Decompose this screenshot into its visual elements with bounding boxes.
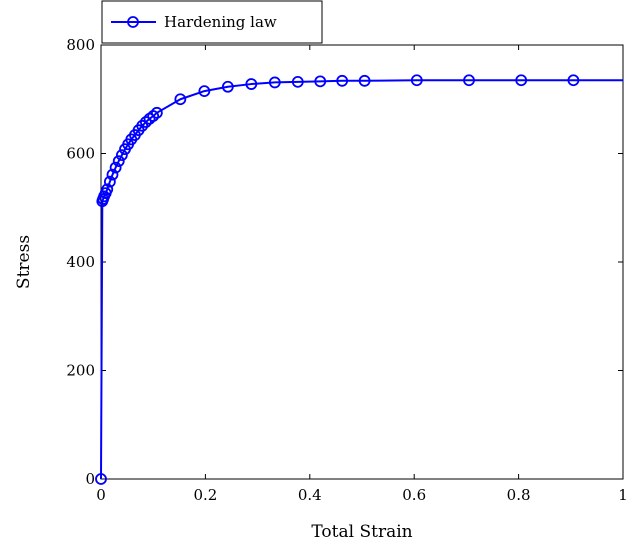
x-tick-label: 0 [96,486,106,504]
data-point [515,74,528,87]
y-axis-title: Stress [14,235,34,289]
data-point [112,155,125,167]
data-point [106,168,119,181]
x-tick-label: 0.8 [507,486,531,504]
legend: Hardening law [101,0,323,44]
data-point [103,175,116,188]
y-axis: 0 200 400 600 800 [66,36,623,488]
data-point [139,116,152,128]
y-tick-label: 200 [66,362,95,380]
plot-area [100,44,624,480]
x-tick-label: 1 [618,486,628,504]
data-point [314,75,327,88]
x-axis: 0 0.2 0.4 0.6 0.8 1 [96,45,628,504]
legend-label: Hardening law [164,13,277,31]
data-point [150,106,163,119]
y-tick-label: 400 [66,253,95,271]
data-point [101,183,114,196]
data-point [463,74,475,87]
data-point [109,161,122,174]
data-point [221,80,234,93]
data-point [410,74,423,87]
data-point [198,85,211,98]
y-tick-label: 800 [66,36,95,54]
legend-marker [127,16,139,28]
data-point [336,74,349,87]
data-point [174,93,187,106]
data-point [358,74,371,87]
y-tick-label: 0 [85,470,95,488]
data-point [147,110,160,122]
series-layer [95,74,623,485]
y-tick-label: 600 [66,145,95,163]
data-point [115,149,128,162]
data-point [136,119,149,132]
data-point [268,76,281,89]
plot-frame [100,44,624,480]
x-tick-label: 0.4 [298,486,322,504]
x-tick-label: 0.2 [193,486,217,504]
x-tick-label: 0.6 [402,486,426,504]
data-point [567,74,580,87]
series-line [100,79,623,480]
data-point [291,75,304,88]
data-point [95,473,107,485]
x-axis-title: Total Strain [311,522,412,542]
data-point [245,78,258,90]
